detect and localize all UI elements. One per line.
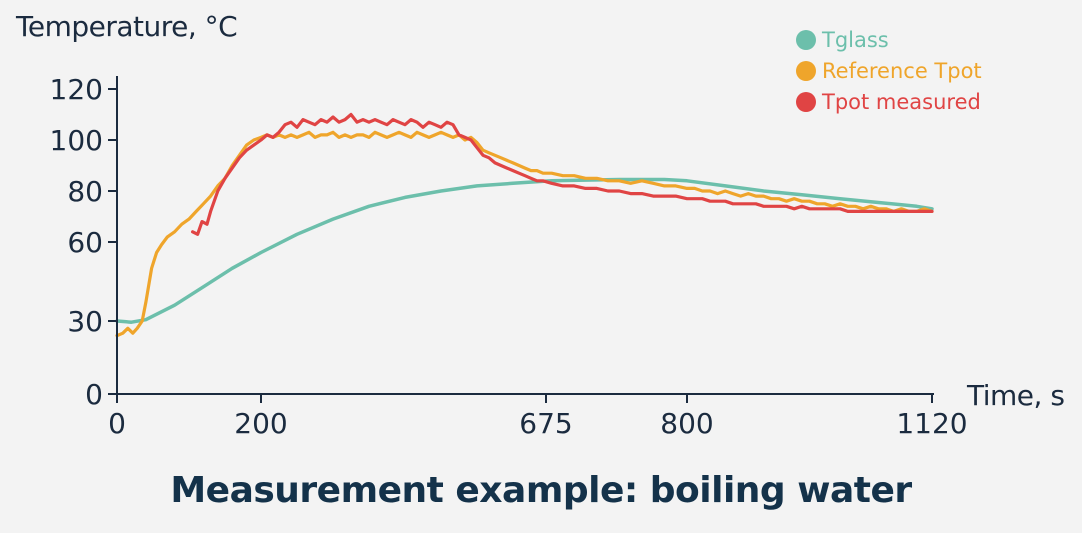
legend-label-tglass: Tglass [822, 27, 889, 52]
legend-label-tpot-measured: Tpot measured [822, 89, 981, 114]
y-tick-label-80: 80 [67, 175, 103, 208]
y-tick-label-100: 100 [50, 124, 103, 157]
legend-item-tpot-measured: Tpot measured [796, 86, 982, 117]
y-tick-label-30: 30 [67, 305, 103, 338]
x-tick-label-1120: 1120 [896, 407, 967, 440]
legend-label-reference-tpot: Reference Tpot [822, 58, 982, 83]
legend-marker-reference-tpot [796, 60, 816, 81]
y-tick-label-0: 0 [85, 378, 103, 411]
series-line-tglass [115, 177, 934, 324]
legend-marker-tpot-measured [796, 91, 816, 112]
chart-title: Measurement example: boiling water [170, 470, 912, 511]
legend: Tglass Reference Tpot Tpot measured [796, 24, 982, 117]
series-line-tpot-measured [191, 112, 934, 236]
series-line-reference-tpot [115, 130, 934, 338]
x-tick-label-675: 675 [519, 407, 572, 440]
y-tick-label-120: 120 [50, 73, 103, 106]
legend-item-reference-tpot: Reference Tpot [796, 55, 982, 86]
x-axis-label: Time, s [967, 379, 1065, 412]
legend-marker-tglass [796, 29, 816, 50]
y-tick-label-60: 60 [67, 226, 103, 259]
x-tick-label-800: 800 [660, 407, 713, 440]
x-tick-label-0: 0 [108, 407, 126, 440]
x-tick-label-200: 200 [234, 407, 287, 440]
legend-item-tglass: Tglass [796, 24, 982, 55]
y-axis-label: Temperature, °C [16, 10, 238, 43]
